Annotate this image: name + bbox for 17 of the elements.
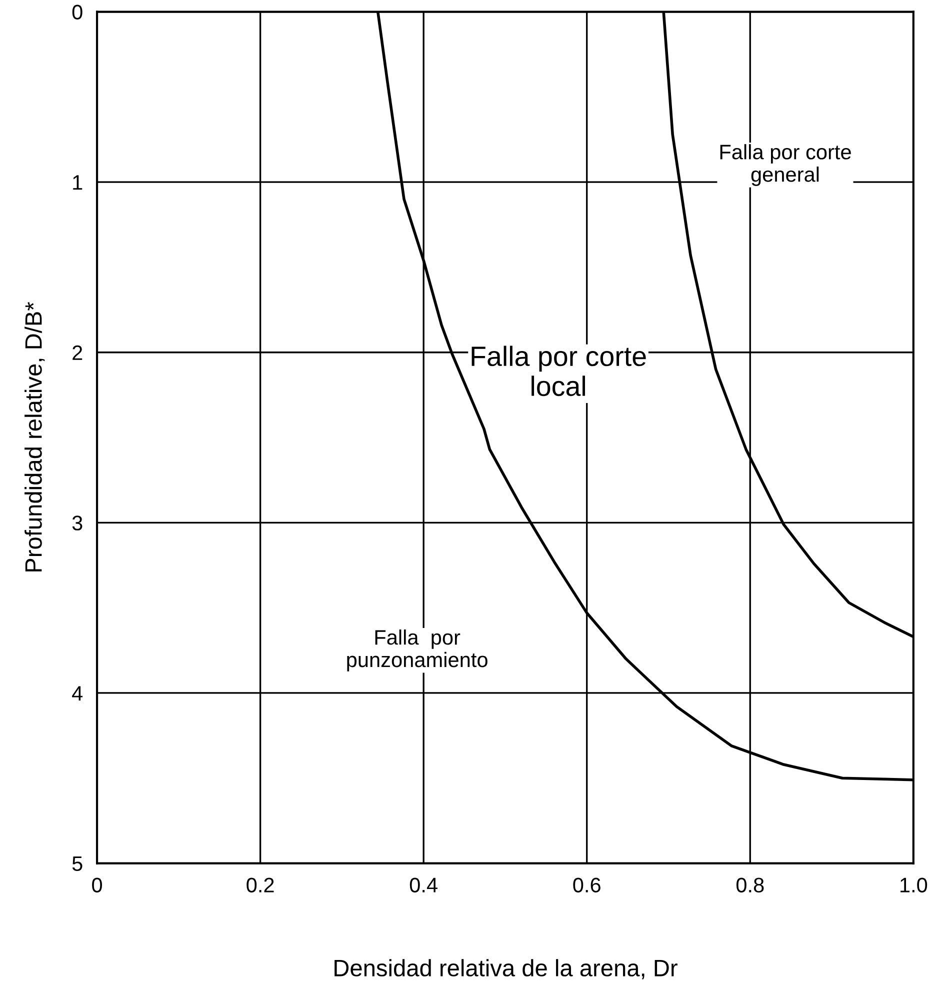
y-tick-label: 4 — [72, 686, 83, 701]
x-tick-label: 0.8 — [736, 878, 764, 892]
annotation: Falla por punzonamiento — [347, 629, 488, 672]
x-tick-label: 0.2 — [246, 878, 274, 892]
x-axis-title: Densidad relativa de la arena, Dr — [334, 959, 678, 980]
annotation: Falla por corte local — [472, 346, 646, 396]
x-tick-label: 0 — [92, 878, 102, 892]
x-tick-label: 0.4 — [410, 878, 438, 892]
y-axis-title: Profundidad relative, D/B* — [24, 302, 45, 572]
y-tick-label: 3 — [72, 516, 82, 530]
y-tick-label: 2 — [72, 345, 82, 360]
y-tick-label: 5 — [72, 856, 82, 872]
y-tick-label: 1 — [73, 175, 82, 190]
x-tick-label: 0.6 — [573, 878, 600, 892]
y-tick-label: 0 — [72, 4, 82, 20]
x-tick-label: 1.0 — [900, 878, 928, 892]
annotation: Falla por corte general — [720, 144, 851, 186]
